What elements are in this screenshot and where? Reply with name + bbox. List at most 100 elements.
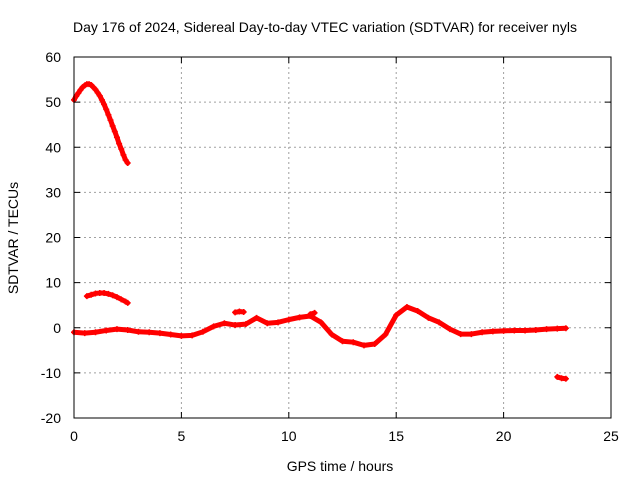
data-point bbox=[101, 101, 108, 108]
y-tick-label: -10 bbox=[41, 365, 61, 381]
data-point bbox=[562, 325, 569, 332]
data-point bbox=[118, 296, 125, 303]
data-point bbox=[479, 329, 486, 336]
data-point bbox=[122, 156, 129, 163]
data-point bbox=[98, 96, 105, 103]
data-point bbox=[109, 292, 116, 299]
data-point bbox=[199, 328, 206, 335]
data-point bbox=[103, 106, 110, 113]
x-tick-label: 25 bbox=[603, 428, 619, 444]
data-point bbox=[275, 319, 282, 326]
data-layer bbox=[71, 81, 569, 382]
y-tick-label: 40 bbox=[45, 139, 61, 155]
data-point bbox=[296, 314, 303, 321]
x-tick-label: 5 bbox=[178, 428, 186, 444]
data-point bbox=[167, 331, 174, 338]
data-point bbox=[113, 326, 120, 333]
data-point bbox=[107, 117, 114, 124]
x-axis-label: GPS time / hours bbox=[287, 458, 394, 474]
y-tick-label: 0 bbox=[53, 320, 61, 336]
data-point bbox=[120, 151, 127, 158]
data-point bbox=[118, 146, 125, 153]
data-point bbox=[554, 373, 561, 380]
data-point bbox=[425, 314, 432, 321]
data-point bbox=[339, 338, 346, 345]
data-point bbox=[264, 320, 271, 327]
series-spot-a bbox=[232, 308, 247, 316]
data-point bbox=[113, 294, 120, 301]
data-point bbox=[543, 326, 550, 333]
data-point bbox=[403, 303, 410, 310]
data-point bbox=[393, 312, 400, 319]
x-tick-label: 0 bbox=[70, 428, 78, 444]
data-point bbox=[124, 327, 131, 334]
x-tick-label: 10 bbox=[281, 428, 297, 444]
data-point bbox=[88, 291, 95, 298]
y-tick-label: 10 bbox=[45, 275, 61, 291]
data-point bbox=[382, 331, 389, 338]
data-point bbox=[318, 319, 325, 326]
data-point bbox=[457, 331, 464, 338]
chart-title: Day 176 of 2024, Sidereal Day-to-day VTE… bbox=[73, 19, 577, 35]
grid-layer bbox=[74, 57, 611, 418]
series-mid-arc bbox=[83, 290, 131, 306]
data-point bbox=[124, 160, 131, 167]
data-point bbox=[83, 293, 90, 300]
data-point bbox=[371, 340, 378, 347]
data-point bbox=[414, 308, 421, 315]
data-point bbox=[522, 327, 529, 334]
y-tick-label: 50 bbox=[45, 94, 61, 110]
data-point bbox=[210, 323, 217, 330]
data-point bbox=[178, 332, 185, 339]
data-point bbox=[96, 92, 103, 99]
data-point bbox=[511, 327, 518, 334]
data-point bbox=[109, 123, 116, 130]
series-main-trace bbox=[71, 303, 569, 349]
data-point bbox=[446, 326, 453, 333]
data-point bbox=[436, 319, 443, 326]
data-point bbox=[101, 290, 108, 297]
data-point bbox=[240, 308, 247, 315]
data-point bbox=[221, 320, 228, 327]
data-point bbox=[562, 375, 569, 382]
data-point bbox=[350, 339, 357, 346]
x-tick-label: 20 bbox=[496, 428, 512, 444]
data-point bbox=[285, 316, 292, 323]
series-trace bbox=[71, 304, 569, 348]
y-tick-label: -20 bbox=[41, 410, 61, 426]
data-point bbox=[232, 309, 239, 316]
data-point bbox=[135, 328, 142, 335]
data-point bbox=[146, 329, 153, 336]
series-spot-b bbox=[307, 309, 318, 318]
data-point bbox=[360, 342, 367, 349]
y-tick-label: 20 bbox=[45, 230, 61, 246]
data-point bbox=[307, 311, 314, 318]
data-point bbox=[92, 86, 99, 93]
tick-layer: 0 5 10 15 20 25 -20 -10 0 10 20 30 40 50 60 bbox=[41, 49, 619, 444]
data-point bbox=[489, 328, 496, 335]
data-point bbox=[311, 309, 318, 316]
data-point bbox=[242, 321, 249, 328]
data-point bbox=[94, 89, 101, 96]
y-axis-label: SDTVAR / TECUs bbox=[5, 182, 21, 294]
data-point bbox=[156, 330, 163, 337]
data-point bbox=[113, 134, 120, 141]
series-high-arc bbox=[71, 81, 131, 167]
x-tick-label: 15 bbox=[388, 428, 404, 444]
data-point bbox=[92, 329, 99, 336]
data-point bbox=[75, 90, 82, 97]
y-tick-label: 30 bbox=[45, 184, 61, 200]
data-point bbox=[103, 327, 110, 334]
data-point bbox=[554, 325, 561, 332]
data-point bbox=[500, 327, 507, 334]
data-point bbox=[81, 330, 88, 337]
data-point bbox=[532, 327, 539, 334]
data-point bbox=[189, 332, 196, 339]
data-point bbox=[116, 140, 123, 147]
y-tick-label: 60 bbox=[45, 49, 61, 65]
data-point bbox=[328, 331, 335, 338]
data-point bbox=[253, 314, 260, 321]
data-point bbox=[124, 299, 131, 306]
data-point bbox=[468, 331, 475, 338]
